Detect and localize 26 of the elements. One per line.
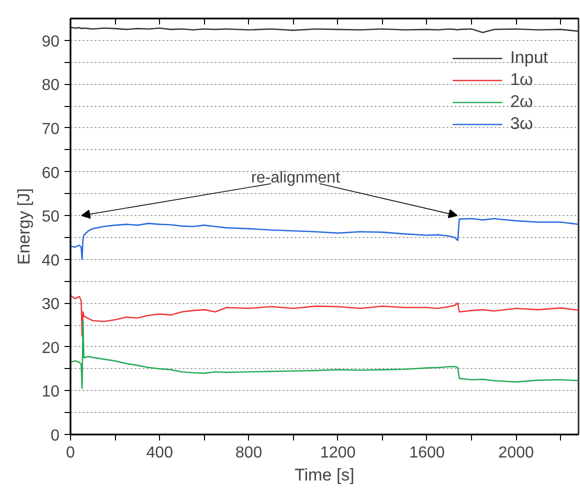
legend-label: 3ω	[510, 114, 533, 134]
y-tick-label: 0	[50, 428, 60, 444]
y-tick-label: 60	[42, 164, 60, 182]
y-tick-label: 80	[42, 77, 60, 94]
x-tick-label: 400	[146, 444, 174, 462]
y-tick-label: 10	[42, 384, 60, 401]
legend-label: 1ω	[510, 70, 533, 90]
line-series	[70, 218, 578, 260]
y-tick-label: 90	[42, 33, 60, 50]
legend-label: Input	[510, 48, 548, 68]
annotation: re-alignment	[251, 170, 341, 187]
y-axis-title: Energy [J]	[14, 188, 34, 265]
line-series	[70, 320, 578, 390]
x-tick-label: 1200	[320, 444, 356, 462]
x-tick-label: 1600	[409, 444, 445, 462]
x-tick-label: 0	[66, 444, 76, 462]
x-tick-label: 2000	[498, 444, 534, 462]
legend-label: 2ω	[510, 92, 533, 112]
line-series	[70, 294, 578, 337]
y-tick-label: 40	[42, 252, 60, 270]
x-tick-label: 800	[235, 444, 262, 462]
x-axis-title: Time [s]	[294, 466, 354, 484]
y-tick-label: 30	[42, 296, 60, 314]
y-tick-label: 70	[42, 120, 60, 138]
y-tick-label: 20	[42, 340, 60, 357]
y-tick-label: 50	[42, 208, 60, 226]
